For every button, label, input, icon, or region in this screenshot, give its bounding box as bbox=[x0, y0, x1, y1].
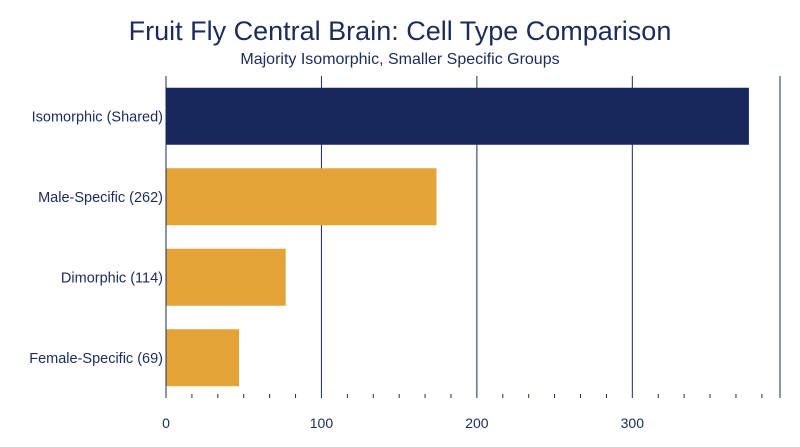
x-tick-label-3: 300 bbox=[621, 415, 645, 431]
bar-2 bbox=[166, 248, 286, 306]
chart-subtitle: Majority Isomorphic, Smaller Specific Gr… bbox=[240, 51, 560, 68]
category-label-2: Dimorphic (114) bbox=[61, 270, 163, 286]
bar-0 bbox=[166, 87, 749, 145]
x-tick-label-2: 200 bbox=[465, 415, 489, 431]
bar-1 bbox=[166, 168, 437, 226]
x-tick-label-0: 0 bbox=[162, 415, 170, 431]
x-tick-label-1: 100 bbox=[310, 415, 334, 431]
category-label-0: Isomorphic (Shared) bbox=[32, 109, 163, 125]
chart-title: Fruit Fly Central Brain: Cell Type Compa… bbox=[128, 16, 672, 46]
category-label-1: Male-Specific (262) bbox=[38, 190, 163, 206]
bar-3 bbox=[166, 329, 240, 387]
category-label-3: Female-Specific (69) bbox=[29, 351, 163, 367]
